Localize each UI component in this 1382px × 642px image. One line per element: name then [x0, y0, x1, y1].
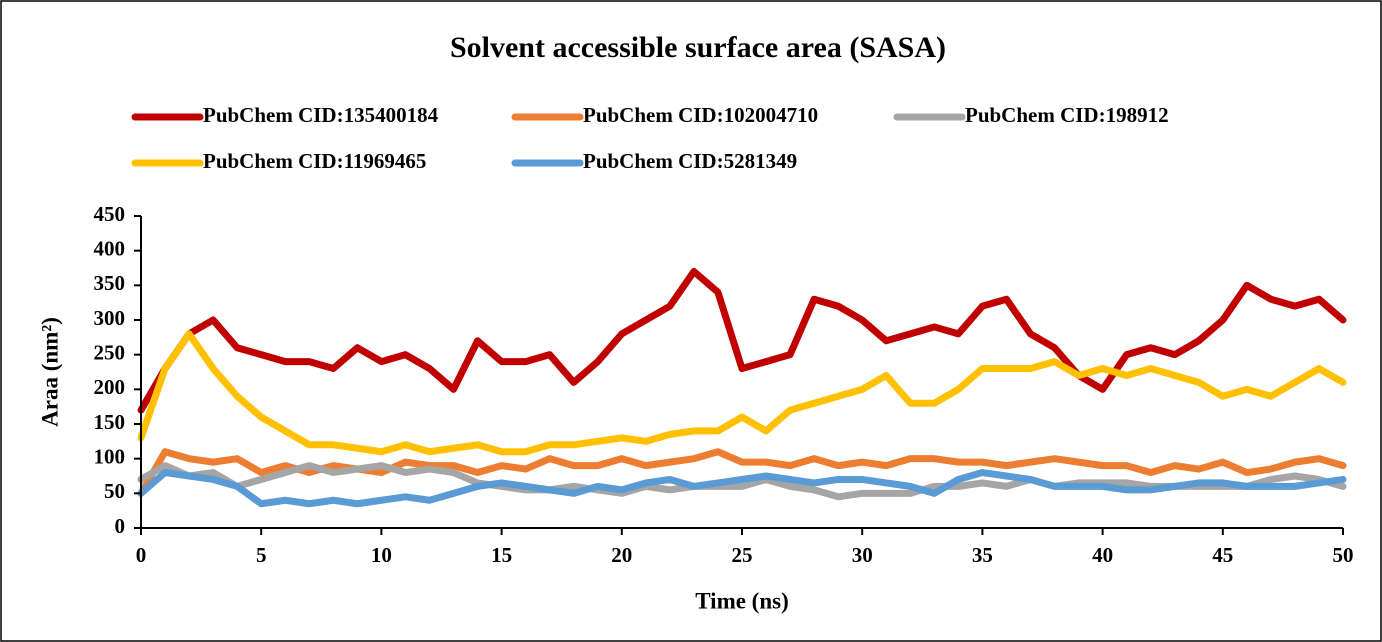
series-line — [137, 462, 1347, 501]
x-tick-label: 40 — [1092, 543, 1113, 567]
x-tick-label: 15 — [491, 543, 512, 567]
y-tick-label: 250 — [94, 340, 126, 364]
y-tick-label: 50 — [104, 479, 125, 503]
y-tick-label: 200 — [94, 375, 126, 399]
y-tick-label: 300 — [94, 306, 126, 330]
x-tick-label: 50 — [1333, 543, 1354, 567]
series-line — [137, 448, 1347, 497]
x-tick-label: 30 — [852, 543, 873, 567]
legend-label: PubChem CID:198912 — [965, 103, 1169, 127]
y-tick-label: 0 — [115, 514, 126, 538]
x-tick-label: 20 — [611, 543, 632, 567]
legend-label: PubChem CID:102004710 — [583, 103, 818, 127]
chart-title: Solvent accessible surface area (SASA) — [450, 31, 946, 64]
legend-label: PubChem CID:5281349 — [583, 149, 797, 173]
series-line — [137, 469, 1347, 508]
y-tick-label: 400 — [94, 236, 126, 260]
x-tick-label: 45 — [1212, 543, 1233, 567]
y-tick-label: 150 — [94, 410, 126, 434]
series-line — [137, 267, 1347, 414]
legend-label: PubChem CID:135400184 — [203, 103, 439, 127]
series-line — [137, 330, 1347, 456]
x-tick-label: 25 — [732, 543, 753, 567]
y-tick-label: 350 — [94, 271, 126, 295]
x-tick-label: 5 — [256, 543, 267, 567]
y-tick-label: 450 — [94, 202, 126, 226]
x-tick-label: 0 — [136, 543, 147, 567]
legend-label: PubChem CID:11969465 — [203, 149, 426, 173]
y-axis-label: Araa (nm²) — [37, 317, 62, 427]
x-axis-label: Time (ns) — [695, 588, 789, 613]
x-tick-label: 10 — [371, 543, 392, 567]
y-tick-label: 100 — [94, 444, 126, 468]
x-tick-label: 35 — [972, 543, 993, 567]
